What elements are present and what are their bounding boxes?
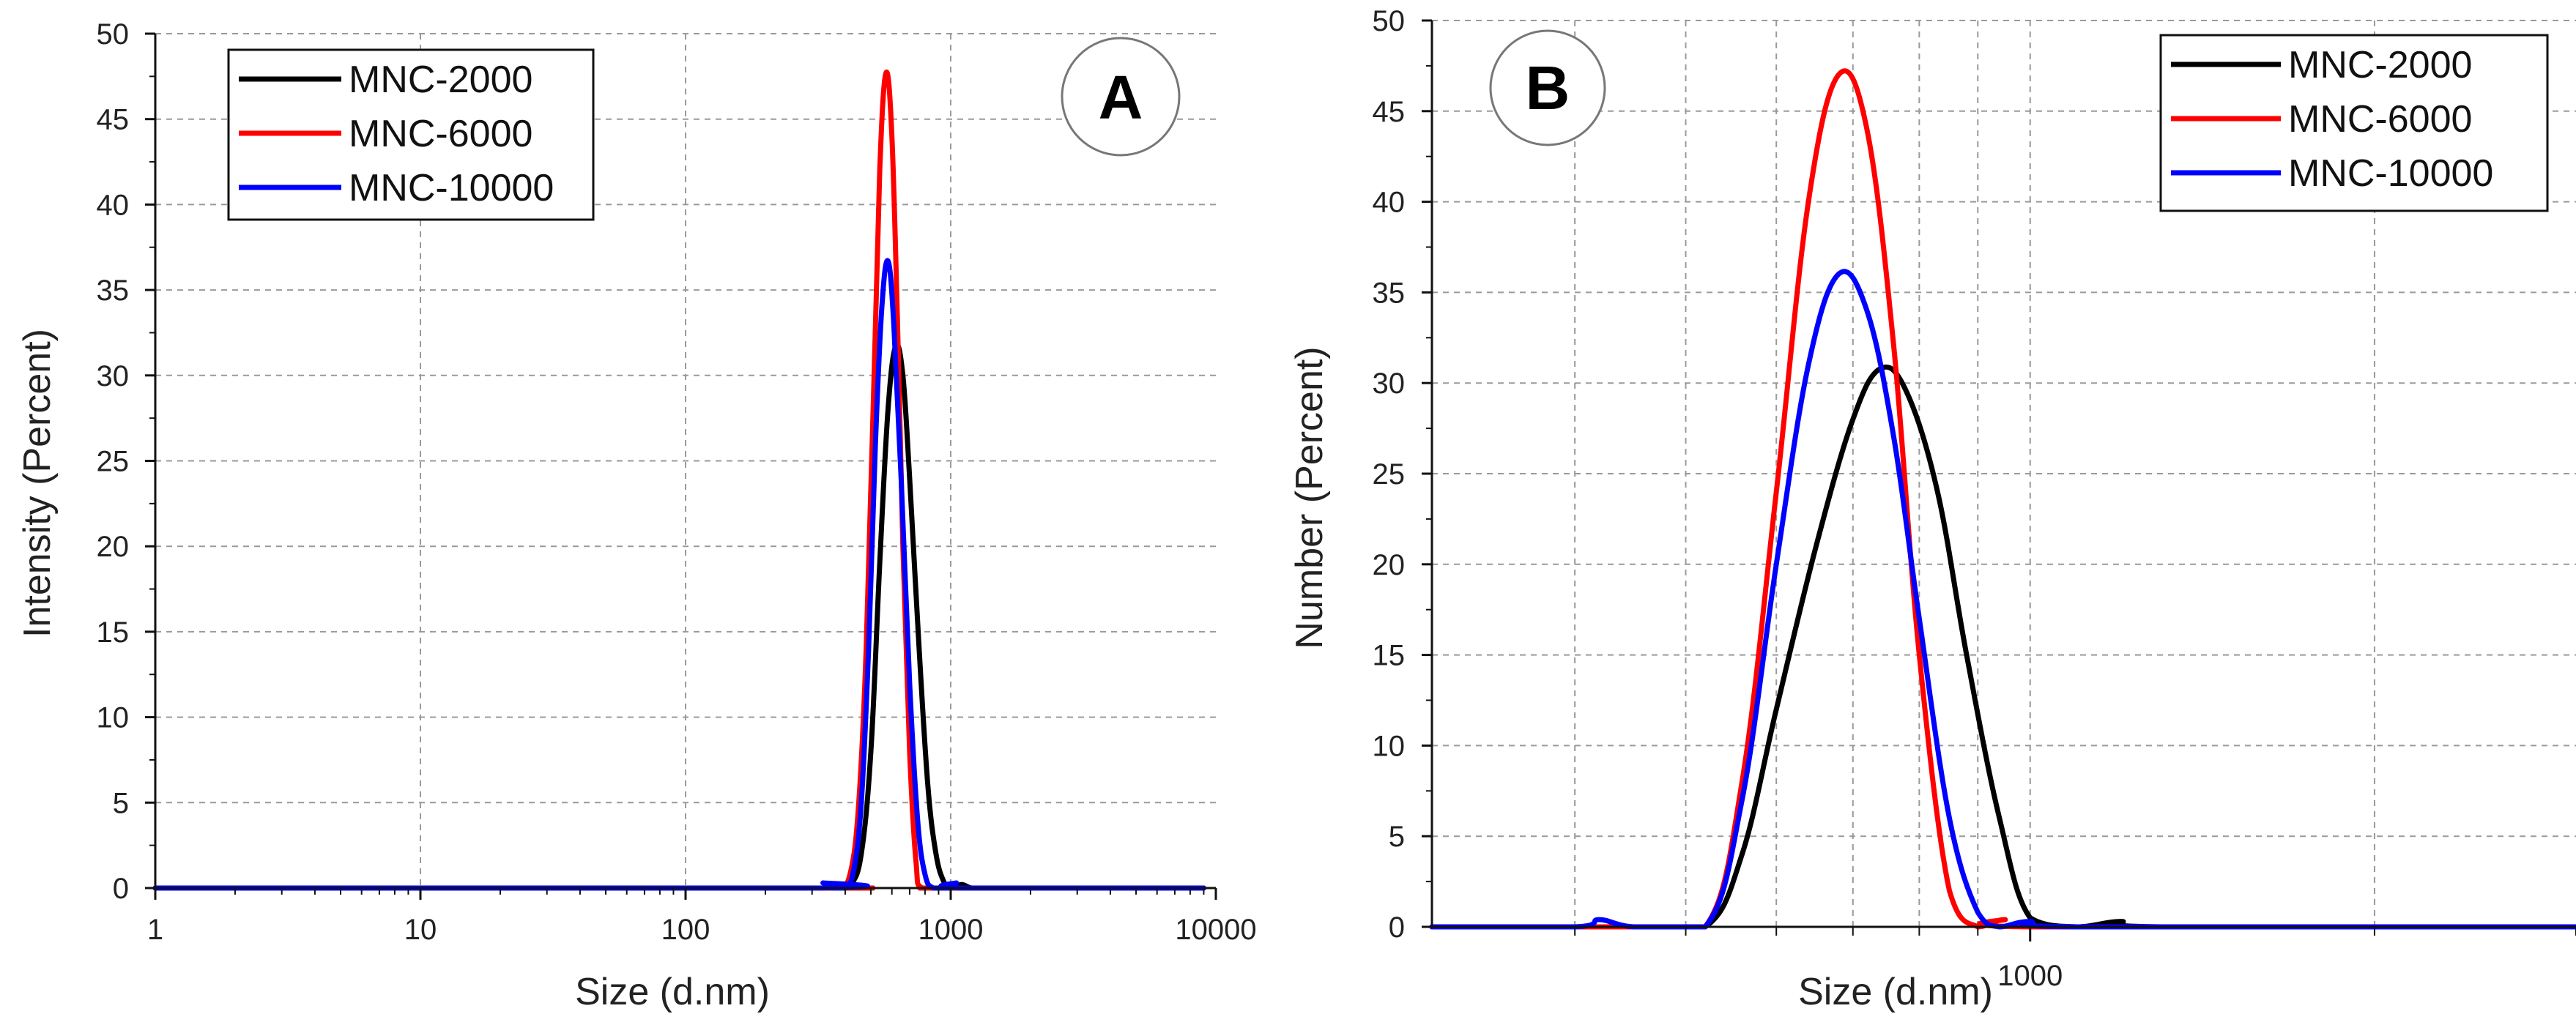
panel-a-y-tick-label: 50: [97, 18, 130, 51]
panel-b-y-tick-label: 20: [1373, 549, 1406, 581]
panel-b-y-tick-label: 25: [1373, 458, 1406, 491]
panel-a-y-tick-label: 45: [97, 104, 130, 136]
panel-a-y-tick-label: 5: [113, 787, 129, 819]
panel-a-y-tick-label: 20: [97, 531, 130, 563]
panel-a-series-mnc-10000: [152, 258, 1206, 891]
panel-a-y-tick-label: 40: [97, 189, 130, 221]
panel-b-legend-label: MNC-10000: [2288, 152, 2493, 195]
panel-b-badge-label: B: [1526, 53, 1570, 122]
panel-b-legend: MNC-2000 MNC-6000 MNC-10000: [2159, 34, 2549, 212]
panel-a-y-tick-label: 30: [97, 360, 130, 392]
panel-a-x-tick-label: 10000: [1175, 914, 1256, 946]
panel-b-badge-circle: [1489, 29, 1606, 146]
panel-a-x-tick-label: 1000: [918, 914, 984, 946]
panel-b-x-tick-label: 1000: [1997, 960, 2063, 992]
panel-a-y-axis-title: Intensity (Percent): [16, 329, 59, 638]
panel-a-legend-label: MNC-2000: [349, 59, 532, 101]
panel-b-y-tick-label: 35: [1373, 277, 1406, 309]
panel-b-y-tick-label: 10: [1373, 730, 1406, 762]
panel-a-y-tick-label: 0: [113, 873, 129, 905]
panel-a-badge: A: [1061, 37, 1181, 157]
panel-b: 0 5 10 15 20 25 30 35 40 45 50 1000 Size (d.nm) Num…: [1288, 5, 2576, 1013]
panel-b-legend-label: MNC-2000: [2288, 44, 2472, 86]
panel-a-legend: MNC-2000 MNC-6000 MNC-10000: [227, 48, 595, 221]
panel-a-legend-label: MNC-10000: [349, 167, 554, 209]
panel-a-y-tick-label: 35: [97, 275, 130, 307]
panel-b-y-tick-label: 5: [1389, 821, 1405, 853]
panel-a-y-tick-label: 25: [97, 446, 130, 478]
panel-a-x-tick-label: 10: [404, 914, 437, 946]
panel-a-y-tick-label: 15: [97, 616, 130, 649]
panel-b-y-tick-label: 40: [1373, 187, 1406, 219]
panel-a-badge-circle: [1061, 37, 1181, 157]
panel-b-legend-label: MNC-6000: [2288, 98, 2472, 141]
panel-b-ticks: 0 5 10 15 20 25 30 35 40 45 50 1000: [1373, 5, 2576, 992]
panel-a-ticks: 0 5 10 15 20 25 30 35 40 45 50 1 10 100 1000 10000: [97, 18, 1257, 946]
panel-a: 0 5 10 15 20 25 30 35 40 45 50 1 10 100 1000 10000 Size…: [16, 18, 1257, 1013]
panel-a-badge-label: A: [1099, 63, 1143, 132]
panel-b-y-tick-label: 15: [1373, 640, 1406, 672]
panel-a-grid: [155, 33, 1216, 888]
panel-b-y-tick-label: 0: [1389, 911, 1405, 944]
panel-a-x-tick-label: 100: [661, 914, 710, 946]
panel-b-y-tick-label: 45: [1373, 96, 1406, 128]
panel-b-badge: B: [1489, 29, 1606, 146]
panel-b-y-tick-label: 30: [1373, 368, 1406, 400]
panel-a-x-axis-title: Size (d.nm): [575, 971, 770, 1013]
panel-b-y-tick-label: 50: [1373, 5, 1406, 37]
panel-a-x-tick-label: 1: [147, 914, 163, 946]
panel-b-series-mnc-2000: [1429, 364, 2576, 930]
panel-a-series-mnc-2000: [152, 342, 1206, 891]
panel-a-y-tick-label: 10: [97, 702, 130, 734]
panel-b-x-axis-title: Size (d.nm): [1798, 971, 1993, 1013]
panel-b-y-axis-title: Number (Percent): [1288, 346, 1331, 649]
panel-a-legend-label: MNC-6000: [349, 113, 532, 155]
